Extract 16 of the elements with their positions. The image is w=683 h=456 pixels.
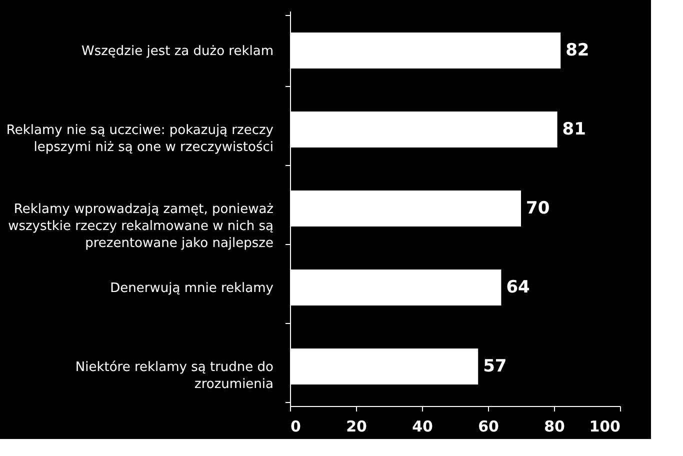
data-label: 82 <box>566 40 590 60</box>
x-tick-label: 40 <box>412 418 433 436</box>
x-tick-label: 60 <box>478 418 499 436</box>
x-tick-label: 20 <box>346 418 367 436</box>
data-label: 70 <box>526 198 550 218</box>
data-label: 57 <box>483 356 507 376</box>
y-tick-label: Reklamy nie są uczciwe: pokazują rzeczy lepszymi niż są one w rzeczywistości <box>6 123 274 155</box>
x-tick-label: 80 <box>544 418 565 436</box>
x-tick-label: 0 <box>290 418 301 436</box>
y-tick-label: Niektóre reklamy są trudne do zrozumienia <box>75 360 274 392</box>
y-tick-label: Wszędzie jest za dużo reklam <box>81 44 274 59</box>
data-label: 81 <box>562 120 586 140</box>
x-tick-label: 100 <box>589 418 620 436</box>
data-label: 64 <box>506 278 530 298</box>
y-tick-label: Denerwują mnie reklamy <box>110 281 274 296</box>
y-tick-label: Reklamy wprowadzają zamęt, ponieważ wszystkie rzeczy rekalmowane w nich są prezentowane jako najlepsze <box>8 202 274 251</box>
